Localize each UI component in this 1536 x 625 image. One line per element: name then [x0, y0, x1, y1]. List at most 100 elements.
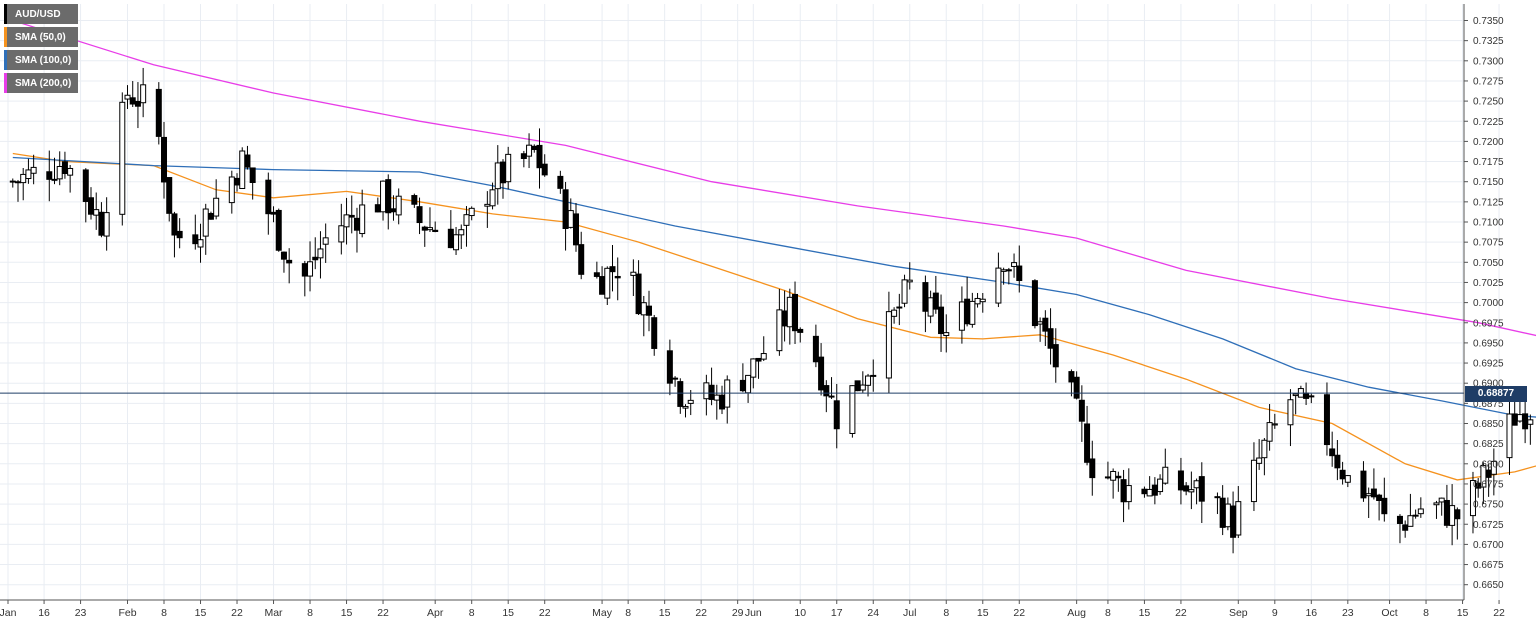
candle-down [1454, 509, 1461, 520]
candle-up [1037, 321, 1044, 325]
candle-down [98, 211, 105, 236]
candle-up [687, 399, 694, 404]
legend-label: SMA (50,0) [15, 31, 66, 43]
candle-up [1193, 480, 1200, 489]
candle-down [192, 234, 199, 245]
candle-up [140, 84, 147, 104]
candle-down [421, 226, 428, 231]
candle-up [1433, 502, 1440, 506]
candle-down [1339, 469, 1346, 480]
last-price-label: 0.68877 [1465, 386, 1527, 402]
candle-down [1329, 448, 1336, 457]
candle-down [244, 154, 251, 168]
candle-up [1438, 497, 1445, 503]
candle-up [958, 301, 965, 331]
candle-up [484, 203, 491, 207]
candle-up [630, 271, 637, 276]
candle-up [494, 162, 501, 190]
legend-item-sma200[interactable]: SMA (200,0) [4, 73, 79, 93]
candle-down [1047, 328, 1054, 349]
legend-swatch [4, 73, 7, 93]
x-tick-label: 10 [794, 607, 806, 619]
candle-down [161, 136, 168, 183]
candle-up [1412, 514, 1419, 517]
candle-up [760, 353, 767, 360]
candle-down [677, 381, 684, 407]
candle-up [1110, 470, 1117, 481]
candle-down [1303, 392, 1310, 399]
legend-item-price[interactable]: AUD/USD [4, 4, 79, 24]
candle-up [1516, 414, 1523, 422]
candle-down [1219, 497, 1226, 528]
candle-down [353, 217, 360, 231]
candle-down [541, 163, 548, 176]
grid-lines [0, 4, 1500, 601]
x-tick-label: 8 [307, 607, 313, 619]
candle-up [1287, 399, 1294, 426]
y-tick-label: 0.7100 [1473, 218, 1504, 229]
x-tick-label: 22 [377, 607, 389, 619]
candle-down [176, 230, 183, 239]
x-tick-label: 15 [659, 607, 671, 619]
candle-down [129, 97, 136, 105]
candle-down [609, 266, 616, 273]
candle-up [30, 166, 37, 174]
candle-up [1000, 269, 1007, 272]
x-tick-label: 23 [75, 607, 87, 619]
candle-down [792, 293, 799, 332]
x-tick-label: 15 [1139, 607, 1151, 619]
candle-up [1344, 475, 1351, 483]
candle-down [1522, 413, 1529, 430]
candle-up [1308, 395, 1315, 398]
candle-up [865, 375, 872, 386]
candle-down [932, 292, 939, 310]
candle-up [745, 374, 752, 394]
candle-up [776, 309, 783, 352]
candle-up [228, 176, 235, 204]
candle-down [938, 306, 945, 335]
candle-up [1235, 501, 1242, 536]
y-tick-label: 0.7250 [1473, 97, 1504, 108]
candle-up [859, 384, 866, 391]
legend-item-sma100[interactable]: SMA (100,0) [4, 50, 79, 70]
candle-up [1271, 423, 1278, 426]
y-tick-label: 0.6900 [1473, 379, 1504, 390]
candle-up [1261, 439, 1268, 459]
candle-up [56, 165, 63, 180]
candle-down [411, 195, 418, 205]
candle-up [672, 377, 679, 380]
candle-down [447, 228, 454, 249]
candle-up [505, 153, 512, 183]
candle-up [1527, 419, 1534, 425]
candle-down [270, 211, 277, 215]
candle-up [51, 178, 58, 181]
candle-down [312, 256, 319, 261]
candle-down [1376, 494, 1383, 501]
y-tick-label: 0.7225 [1473, 117, 1504, 128]
candle-down [823, 385, 830, 397]
candle-up [849, 385, 856, 434]
y-tick-label: 0.6700 [1473, 540, 1504, 551]
x-tick-label: 22 [695, 607, 707, 619]
candle-down [1360, 470, 1367, 499]
x-tick-label: 22 [539, 607, 551, 619]
candle-down [1084, 423, 1091, 463]
candle-up [359, 204, 366, 235]
candle-down [390, 208, 397, 213]
y-tick-label: 0.7350 [1473, 16, 1504, 27]
y-tick-label: 0.6650 [1473, 580, 1504, 591]
candle-up [1104, 476, 1111, 479]
candles [9, 67, 1534, 554]
candle-down [562, 189, 569, 229]
candle-down [207, 212, 214, 220]
x-tick-label: 8 [943, 607, 949, 619]
legend-item-sma50[interactable]: SMA (50,0) [4, 27, 79, 47]
candle-down [61, 161, 68, 175]
candle-up [1256, 457, 1263, 464]
y-tick-label: 0.7200 [1473, 137, 1504, 148]
legend-swatch [4, 27, 7, 47]
candle-down [781, 310, 788, 327]
candle-up [1407, 515, 1414, 527]
candle-down [374, 204, 381, 213]
